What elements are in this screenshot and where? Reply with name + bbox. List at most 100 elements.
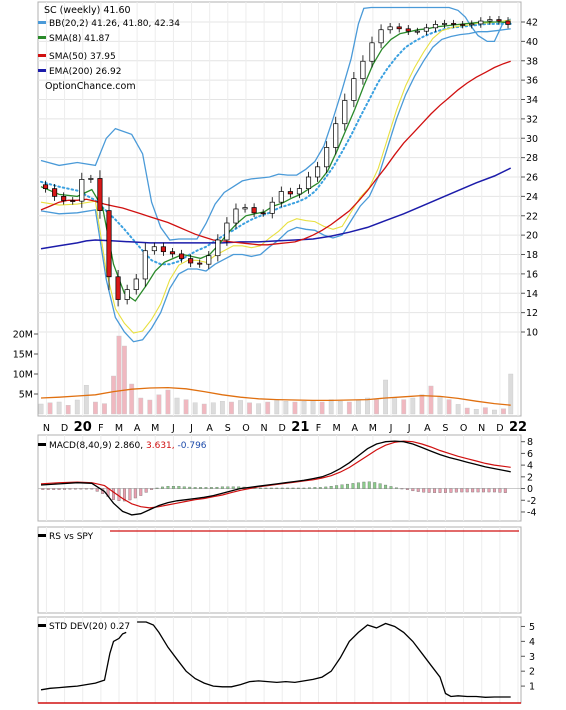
macd-value: MACD(8,40,9) 2.860, [49,441,143,451]
volume-tick-label: 10M [13,370,33,381]
x-tick-label: 20 [74,420,92,435]
macd-histogram-bar [395,487,398,489]
candle-body [287,191,293,195]
volume-bar [116,335,122,415]
macd-tick-label: 6 [527,449,533,460]
axis-layer: 10121416182022242628303234363840425M10M1… [13,18,538,693]
macd-histogram-bar [79,488,83,490]
volume-bar [129,383,135,415]
candlestick [160,242,166,256]
macd-tick-label: 8 [527,437,533,448]
macd-histogram-bar [226,486,230,489]
candlestick [296,184,303,199]
volume-bar [383,379,389,415]
candle-body [432,24,439,29]
macd-histogram-bar [433,488,437,493]
candle-body [151,246,157,252]
macd-histogram-bar [471,488,475,493]
candlestick [505,17,511,29]
std-layer [38,621,521,704]
macd-histogram-bar [166,486,170,489]
candle-body [206,255,212,265]
candlestick [360,55,366,85]
candle-body [496,19,502,22]
macd-histogram-bar [52,488,56,490]
macd-histogram-bar [269,487,273,489]
candlestick [215,234,221,262]
x-tick-label: 21 [291,420,309,435]
candlestick [124,284,130,305]
macd-histogram-bar [155,487,159,489]
std-tick-label: 1 [529,682,535,693]
macd-histogram-bar [313,487,317,489]
std-tick-label: 2 [529,667,535,678]
candle-body [188,258,194,264]
x-tick-label: D [61,423,68,434]
macd-histogram-bar [90,488,94,490]
rs-panel-frame [37,526,522,614]
macd-histogram-bar [438,488,442,493]
candlestick [206,251,212,269]
macd-histogram-bar [280,487,284,489]
candle-body [52,188,58,197]
macd-histogram-bar [297,487,300,489]
price-tick-label: 10 [526,328,538,339]
macd-histogram-bar [133,488,137,499]
macd-histogram-bar [444,488,447,493]
candle-body [469,23,475,26]
candle-body [396,26,402,30]
candle-body [269,201,275,214]
candle-body [451,23,457,25]
candle-body [414,30,420,33]
candlestick [387,23,393,34]
volume-bar [138,397,144,415]
x-tick-label: M [151,423,159,434]
bb-middle-line [40,22,512,266]
candlestick [133,273,139,295]
volume-bar [47,402,53,415]
macd-tick-label: 0 [527,484,533,495]
rs-legend-swatch [38,534,46,537]
volume-bar [482,407,488,415]
macd-histogram-bar [95,488,99,492]
volume-bar [274,399,280,415]
volume-bar [301,401,307,415]
volume-bar [65,405,71,415]
candle-body [487,19,493,22]
volume-bar [508,373,514,415]
std-dev-line [40,631,127,691]
candle-body [378,29,384,44]
macd-histogram-bar [264,487,268,489]
macd-histogram-bar [286,487,290,489]
legend-swatch-sma50 [38,54,46,57]
macd-histogram-bar [498,488,502,493]
candlestick [351,72,357,108]
candlestick [188,254,194,268]
candlestick [432,20,439,32]
candle-body [360,60,366,80]
x-tick-label: N [261,423,268,434]
volume-bar [337,401,343,415]
candlestick [333,116,339,155]
macd-histogram-bar [460,488,464,493]
candle-body [179,253,185,259]
candle-body [61,196,67,201]
volume-bar [56,401,62,415]
macd-histogram-bar [400,488,404,490]
ema200-line [40,167,512,250]
macd-histogram-bar [503,488,507,493]
candlestick [242,203,248,213]
macd-histogram-bar [465,488,469,493]
rs-legend: RS vs SPY [38,532,94,542]
x-tick-label: J [389,423,393,434]
macd-histogram-bar [41,488,45,490]
macd-histogram-bar [84,488,88,490]
legend-sma50: SMA(50) 37.95 [49,52,116,62]
macd-tick-label: 4 [527,461,533,472]
candle-body [278,191,284,203]
volume-bar [238,400,243,415]
macd-histogram-bar [318,487,322,489]
candle-body [351,78,357,101]
macd-histogram-bar [356,482,360,489]
macd-histogram-bar [215,486,219,489]
